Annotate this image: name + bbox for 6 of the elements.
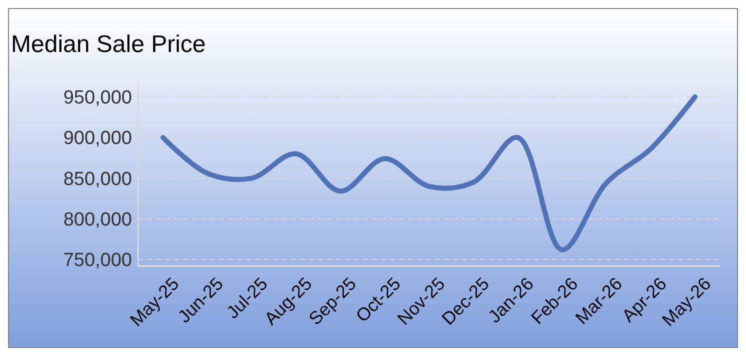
y-tick-label: 800,000 xyxy=(63,209,132,230)
chart-title: Median Sale Price xyxy=(11,31,206,58)
y-tick-label: 850,000 xyxy=(63,168,132,190)
y-tick-label: 950,000 xyxy=(63,87,132,108)
y-tick-label: 900,000 xyxy=(63,128,132,150)
y-tick-label: 750,000 xyxy=(63,250,132,272)
